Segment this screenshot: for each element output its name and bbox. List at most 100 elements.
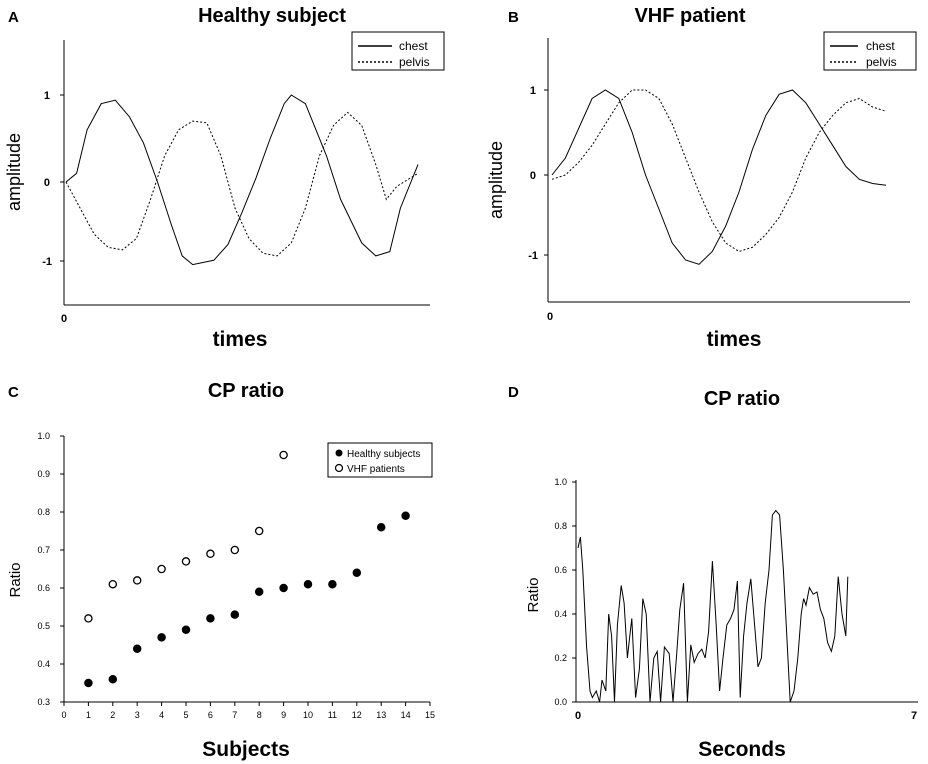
- chart-a-ylabel: amplitude: [4, 133, 24, 211]
- chart-c-vhf-point: [84, 614, 93, 623]
- chart-d-ytick-label: 0.2: [554, 653, 567, 663]
- chart-c-healthy-point: [303, 579, 313, 589]
- chart-c-healthy-point: [157, 633, 166, 642]
- chart-b-legend-chest-label: chest: [866, 39, 895, 53]
- chart-c-legend-vhf-label: VHF patients: [347, 464, 405, 475]
- chart-c-vhf-point: [108, 579, 118, 589]
- chart-d-title: CP ratio: [704, 388, 780, 410]
- chart-c-healthy-point: [376, 522, 386, 532]
- chart-c-xtick-label: 13: [376, 710, 386, 720]
- chart-c-xticks: 0 1 2 3 4 5 6 7 8 9 10 11 12 13 14 15: [61, 702, 435, 720]
- chart-c-healthy-point: [401, 511, 410, 521]
- chart-b-series-chest-line: [551, 89, 887, 265]
- chart-c-ytick-label: 0.9: [37, 469, 50, 479]
- chart-c-xtick-label: 4: [159, 710, 164, 720]
- chart-c-ytick-label: 0.7: [37, 545, 50, 555]
- chart-a-xtick-label: 0: [61, 313, 67, 325]
- chart-c-healthy-point: [352, 568, 362, 578]
- panel-b: B VHF patient 1 0 -1 0 times amplitude c…: [486, 5, 917, 351]
- chart-c-ytick-label: 1.0: [37, 431, 50, 441]
- chart-c-xtick-label: 0: [61, 710, 66, 720]
- chart-c-legend-box: [327, 442, 433, 478]
- chart-c-vhf-point: [206, 549, 215, 559]
- chart-c-healthy-point: [108, 674, 118, 684]
- chart-a-ytick-label: 1: [44, 90, 50, 102]
- chart-c-xlabel: Subjects: [202, 738, 290, 761]
- chart-a-legend-pelvis-label: pelvis: [399, 55, 430, 69]
- chart-c-vhf-point: [279, 450, 288, 460]
- chart-b-title: VHF patient: [634, 5, 745, 27]
- chart-c-ytick-label: 0.6: [37, 583, 50, 593]
- chart-b-ytick-label: -1: [528, 250, 538, 262]
- chart-c-xtick-label: 15: [425, 710, 435, 720]
- chart-c-vhf-point: [230, 545, 240, 555]
- chart-b-legend-pelvis-label: pelvis: [866, 55, 897, 69]
- chart-c-legend-vhf-marker: [334, 463, 344, 473]
- panel-letter-c: C: [8, 384, 19, 401]
- chart-c-healthy-point: [132, 644, 142, 654]
- chart-c-xtick-label: 6: [208, 710, 213, 720]
- chart-c-xtick-label: 7: [232, 710, 237, 720]
- chart-c-healthy-point: [206, 614, 215, 623]
- chart-c-yticks: 0.3 0.4 0.5 0.6 0.7 0.8 0.9 1.0: [37, 431, 64, 707]
- chart-c-legend-healthy-marker: [335, 449, 343, 457]
- panel-d: D CP ratio 0.0 0.2 0.4 0.6 0.8 1.0 0 7 Second…: [508, 384, 918, 761]
- chart-c-xtick-label: 10: [303, 710, 313, 720]
- chart-a-series-chest-line: [65, 94, 419, 266]
- chart-d-ytick-label: 0.8: [554, 521, 567, 531]
- chart-a-legend: chest pelvis: [351, 31, 445, 71]
- chart-c-xtick-label: 1: [86, 710, 91, 720]
- chart-b-xlabel: times: [707, 328, 762, 351]
- chart-d-ytick-label: 0.0: [554, 697, 567, 707]
- chart-c-vhf-point: [157, 564, 166, 574]
- chart-b-ylabel: amplitude: [486, 141, 506, 219]
- chart-c-healthy-point: [328, 579, 337, 589]
- chart-b-legend-box: [823, 31, 917, 71]
- chart-c-healthy-point: [84, 678, 93, 688]
- chart-c-ytick-label: 0.5: [37, 621, 50, 631]
- chart-d-ytick-label: 1.0: [554, 477, 567, 487]
- panel-letter-a: A: [8, 9, 19, 26]
- panel-a: A Healthy subject 1 0 -1 0 times amplitu…: [4, 5, 445, 351]
- chart-c-xtick-label: 3: [135, 710, 140, 720]
- chart-c-vhf-point: [181, 557, 191, 566]
- chart-a-ytick-label: 0: [44, 177, 50, 189]
- chart-c-xtick-label: 8: [257, 710, 262, 720]
- chart-b-series-pelvis-line: [551, 89, 887, 253]
- chart-c-legend: Healthy subjects VHF patients: [327, 442, 433, 478]
- chart-b-legend: chest pelvis: [823, 31, 917, 71]
- chart-c-vhf-point: [254, 526, 264, 536]
- chart-c-healthy-point: [181, 625, 191, 635]
- chart-c-healthy-point: [230, 610, 240, 619]
- chart-c-xtick-label: 12: [352, 710, 362, 720]
- panel-letter-d: D: [508, 384, 519, 401]
- chart-c-ytick-label: 0.3: [37, 697, 50, 707]
- chart-c-title: CP ratio: [208, 380, 284, 402]
- chart-d-xtick-label: 0: [575, 710, 581, 722]
- chart-c-vhf-point: [132, 576, 142, 585]
- chart-c-xtick-label: 14: [401, 710, 411, 720]
- chart-c-ytick-label: 0.4: [37, 659, 50, 669]
- chart-b-xtick-label: 0: [547, 311, 553, 323]
- chart-c-ytick-label: 0.8: [37, 507, 50, 517]
- chart-a-legend-box: [351, 31, 445, 71]
- chart-c-xtick-label: 2: [110, 710, 115, 720]
- chart-c-healthy-point: [279, 583, 288, 593]
- chart-c-xtick-label: 9: [281, 710, 286, 720]
- chart-d-yticks: 0.0 0.2 0.4 0.6 0.8 1.0: [554, 477, 576, 707]
- chart-b-ytick-label: 0: [530, 170, 536, 182]
- chart-d-series-line: [577, 509, 849, 703]
- chart-c-xtick-label: 5: [183, 710, 188, 720]
- chart-d-xtick-label: 7: [911, 710, 917, 722]
- chart-a-series-pelvis-line: [65, 111, 419, 257]
- chart-a-title: Healthy subject: [198, 5, 346, 27]
- chart-b-ytick-label: 1: [530, 85, 536, 97]
- chart-c-points: [84, 450, 410, 688]
- panel-letter-b: B: [508, 9, 519, 26]
- chart-a-legend-chest-label: chest: [399, 39, 428, 53]
- chart-a-ytick-label: -1: [42, 256, 52, 268]
- chart-a-xlabel: times: [213, 328, 268, 351]
- chart-d-ytick-label: 0.4: [554, 609, 567, 619]
